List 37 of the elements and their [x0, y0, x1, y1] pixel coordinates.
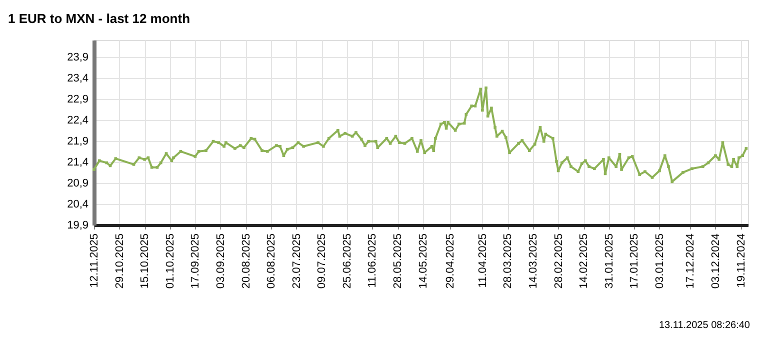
y-tick-label: 21,4: [67, 156, 88, 168]
x-tick-label: 03.12.2024: [710, 234, 722, 289]
y-tick-label: 20,4: [67, 198, 88, 210]
chart-title: 1 EUR to MXN - last 12 month: [8, 11, 190, 26]
x-tick-label: 14.02.2025: [578, 234, 590, 289]
x-tick-label: 03.01.2025: [654, 234, 666, 289]
x-tick-label: 14.05.2025: [417, 234, 430, 289]
x-tick-label: 14.03.2025: [528, 234, 540, 289]
x-tick-label: 11.06.2025: [366, 234, 379, 288]
y-tick-label: 23,4: [67, 72, 88, 84]
x-tick-label: 09.07.2025: [316, 234, 328, 289]
x-tick-label: 17.01.2025: [628, 234, 641, 289]
x-tick-label: 17.09.2025: [190, 234, 202, 289]
y-tick-label: 19,9: [67, 220, 88, 232]
x-tick-label: 31.01.2025: [603, 234, 616, 289]
y-tick-label: 20,9: [67, 177, 88, 190]
text: 13.11.2025 08:26:40: [658, 320, 750, 331]
y-tick-label: 23,9: [67, 51, 88, 64]
x-tick-label: 19.11.2024: [735, 234, 748, 288]
x-tick-label: 12.11.2025: [88, 234, 100, 288]
x-tick-label: 15.10.2025: [139, 234, 152, 289]
x-tick-label: 03.09.2025: [214, 234, 227, 289]
x-tick-label: 11.04.2025: [476, 234, 489, 288]
x-tick-label: 28.02.2025: [552, 234, 565, 289]
x-tick-label: 17.12.2024: [684, 234, 697, 289]
x-tick-label: 23.07.2025: [290, 234, 303, 289]
x-tick-label: 29.04.2025: [444, 234, 456, 289]
x-tick-label: 28.03.2025: [502, 234, 514, 289]
x-tick-label: 28.05.2025: [392, 234, 404, 289]
y-tick-label: 21,9: [67, 135, 88, 148]
x-tick-label: 06.08.2025: [266, 234, 278, 289]
x-tick-label: 01.10.2025: [164, 234, 176, 289]
x-tick-label: 25.06.2025: [341, 234, 354, 289]
y-tick-label: 22,9: [67, 93, 88, 106]
y-tick-label: 22,4: [67, 114, 88, 126]
x-tick-label: 20.08.2025: [240, 234, 252, 289]
x-tick-label: 29.10.2025: [114, 234, 126, 289]
